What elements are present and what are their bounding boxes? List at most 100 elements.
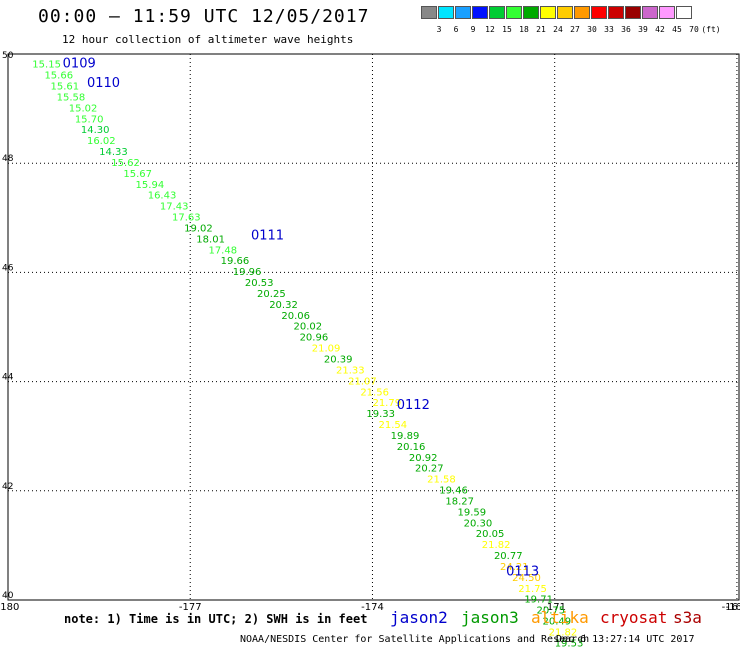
legend-sat-cryosat: cryosat xyxy=(600,608,668,627)
data-point-label: 15.15 xyxy=(32,60,61,71)
scale-swatch xyxy=(506,6,522,19)
scale-swatch xyxy=(659,6,675,19)
data-point-label: 20.05 xyxy=(476,529,505,540)
data-point-label: 15.94 xyxy=(136,180,165,191)
data-point-label: 19.89 xyxy=(391,431,420,442)
data-point-label: 20.49 xyxy=(543,617,572,628)
scale-label: 42 xyxy=(655,25,665,34)
data-point-label: 16.43 xyxy=(148,191,177,202)
data-point-label: 15.61 xyxy=(51,81,80,92)
data-point-label: 19.53 xyxy=(555,638,584,649)
x-tick-label: -16 xyxy=(722,602,738,613)
data-point-label: 15.58 xyxy=(57,92,86,103)
scale-swatch xyxy=(574,6,590,19)
data-point-label: 20.96 xyxy=(300,333,329,344)
scale-label: 18 xyxy=(519,25,529,34)
legend-sat-jason3: jason3 xyxy=(461,608,519,627)
data-point-label: 19.66 xyxy=(221,256,250,267)
y-tick-label: 50 xyxy=(2,51,14,61)
data-point-label: 18.27 xyxy=(445,496,474,507)
data-point-label: 20.30 xyxy=(464,518,493,529)
data-point-label: 24.21 xyxy=(500,562,529,573)
scale-swatch xyxy=(608,6,624,19)
x-tick-label: -177 xyxy=(179,602,202,613)
data-point-label: 21.82 xyxy=(549,627,578,638)
y-tick-label: 48 xyxy=(2,154,14,164)
data-point-label: 15.66 xyxy=(44,71,73,82)
x-tick-label: -171 xyxy=(543,602,566,613)
data-point-label: 21.82 xyxy=(482,540,511,551)
data-point-label: 15.67 xyxy=(123,169,152,180)
scale-swatch xyxy=(489,6,505,19)
data-point-label: 19.02 xyxy=(184,223,213,234)
data-point-label: 17.63 xyxy=(172,213,201,224)
scale-swatch xyxy=(642,6,658,19)
data-point-label: 19.96 xyxy=(233,267,262,278)
data-point-label: 21.79 xyxy=(372,398,401,409)
scale-label: 12 xyxy=(485,25,495,34)
y-tick-label: 42 xyxy=(2,482,13,492)
orbit-time-label: 0112 xyxy=(397,398,430,413)
scale-swatch xyxy=(591,6,607,19)
data-point-label: 14.30 xyxy=(81,125,110,136)
timestamp-text: Dec 6 13:27:14 UTC 2017 xyxy=(556,634,695,645)
chart-subtitle: 12 hour collection of altimeter wave hei… xyxy=(62,33,354,46)
data-point-label: 19.59 xyxy=(458,507,487,518)
data-point-label: 21.33 xyxy=(336,365,365,376)
plot-frame xyxy=(7,53,740,601)
credit-text: NOAA/NESDIS Center for Satellite Applica… xyxy=(240,634,590,645)
y-tick-label: 46 xyxy=(2,263,14,273)
data-point-label: 18.01 xyxy=(196,234,225,245)
data-point-label: 24.50 xyxy=(512,573,541,584)
y-tick-label: 40 xyxy=(2,591,14,601)
data-point-label: 21.56 xyxy=(360,387,389,398)
scale-swatch xyxy=(540,6,556,19)
scale-swatch xyxy=(455,6,471,19)
data-point-label: 20.06 xyxy=(281,311,310,322)
scale-swatch xyxy=(421,6,437,19)
scale-label: 15 xyxy=(502,25,512,34)
y-tick-label: 44 xyxy=(2,373,14,383)
scale-swatch xyxy=(523,6,539,19)
data-point-label: 14.33 xyxy=(99,147,128,158)
footer-note: note: 1) Time is in UTC; 2) SWH is in fe… xyxy=(64,612,368,626)
scale-label: 21 xyxy=(536,25,546,34)
data-point-label: 15.02 xyxy=(69,103,98,114)
scale-label: 24 xyxy=(553,25,563,34)
data-point-label: 21.07 xyxy=(348,376,377,387)
data-point-label: 19.46 xyxy=(439,486,468,497)
scale-label: 27 xyxy=(570,25,580,34)
scale-label: 39 xyxy=(638,25,648,34)
scale-swatch xyxy=(557,6,573,19)
data-point-label: 16.02 xyxy=(87,136,116,147)
data-point-label: 20.39 xyxy=(324,354,353,365)
legend-sat-altika: altika xyxy=(531,608,589,627)
data-point-label: 21.09 xyxy=(312,344,341,355)
orbit-time-label: 0113 xyxy=(506,564,539,579)
data-point-label: 20.92 xyxy=(409,453,438,464)
data-point-label: 20.02 xyxy=(293,322,322,333)
data-point-label: 17.48 xyxy=(208,245,237,256)
data-point-label: 15.62 xyxy=(111,158,140,169)
data-point-label: 15.70 xyxy=(75,114,104,125)
scale-label: 70 xyxy=(689,25,699,34)
data-point-label: 20.16 xyxy=(397,442,426,453)
scale-swatch xyxy=(625,6,641,19)
scale-label: 9 xyxy=(470,25,476,34)
orbit-time-label: 0109 xyxy=(63,57,96,72)
chart-title: 00:00 – 11:59 UTC 12/05/2017 xyxy=(38,6,370,27)
data-point-label: 20.27 xyxy=(415,464,444,475)
x-tick-label: -180 xyxy=(0,602,19,613)
scale-label: (ft) xyxy=(701,25,721,34)
scale-label: 30 xyxy=(587,25,597,34)
data-point-label: 21.75 xyxy=(518,584,547,595)
data-point-label: 20.75 xyxy=(536,606,565,617)
scale-swatch xyxy=(438,6,454,19)
data-point-label: 20.32 xyxy=(269,300,298,311)
scale-label: 36 xyxy=(621,25,631,34)
x-tick-label: -174 xyxy=(361,602,384,613)
legend-sat-s3a: s3a xyxy=(673,608,702,627)
data-point-label: 20.77 xyxy=(494,551,523,562)
data-point-label: 19.71 xyxy=(524,595,553,606)
